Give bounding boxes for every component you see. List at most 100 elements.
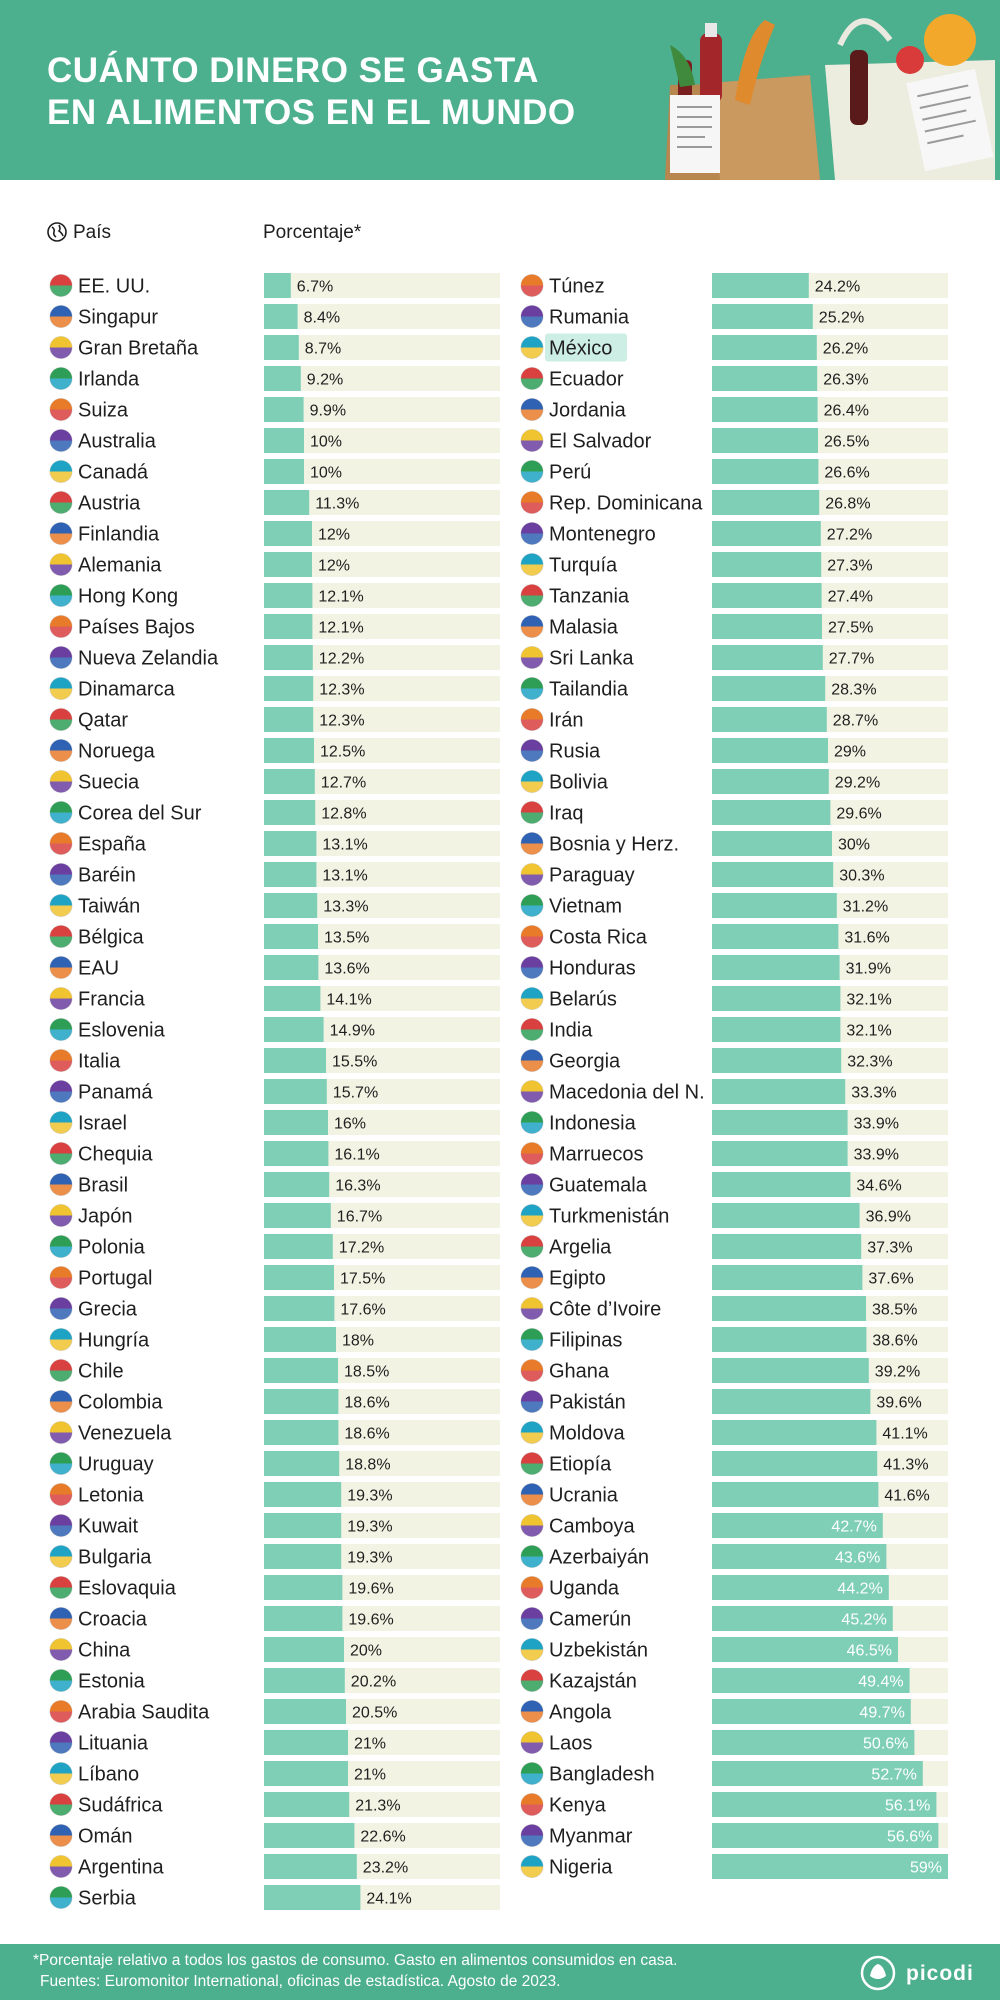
value-bar	[264, 1761, 348, 1786]
country-label: Polonia	[78, 1237, 146, 1259]
country-header-label: País	[73, 222, 112, 243]
country-row: España 13.1%	[49, 831, 500, 856]
country-flag-icon	[520, 1018, 544, 1041]
country-flag-icon	[520, 522, 544, 545]
value-bar	[264, 862, 317, 887]
country-flag-icon	[520, 1638, 544, 1661]
brand-logo: picodi	[858, 1954, 988, 1992]
value-label: 46.5%	[847, 1643, 892, 1660]
value-label: 39.2%	[875, 1364, 920, 1381]
country-flag-icon	[49, 1359, 73, 1382]
value-label: 16.7%	[337, 1209, 382, 1226]
country-label: Chile	[78, 1361, 124, 1383]
country-row: EE. UU. 6.7%	[49, 273, 500, 298]
value-bar	[264, 366, 301, 391]
value-label: 12.5%	[320, 744, 365, 761]
country-flag-icon	[520, 398, 544, 421]
country-flag-icon	[520, 832, 544, 855]
value-label: 10%	[310, 434, 342, 451]
country-flag-icon	[49, 460, 73, 483]
value-bar	[712, 893, 837, 918]
country-flag-icon	[49, 1173, 73, 1196]
value-bar	[712, 397, 818, 422]
value-label: 6.7%	[297, 279, 333, 296]
country-flag-icon	[520, 491, 544, 514]
country-row: Georgia 32.3%	[520, 1048, 948, 1073]
country-label: Ecuador	[549, 369, 624, 391]
country-row: Canadá 10%	[49, 459, 500, 484]
country-row: Eslovaquia 19.6%	[49, 1575, 500, 1600]
value-bar	[712, 490, 820, 515]
value-label: 27.3%	[827, 558, 872, 575]
country-row: Irlanda 9.2%	[49, 366, 500, 391]
country-label: Bolivia	[549, 772, 609, 794]
country-row: Sudáfrica 21.3%	[49, 1792, 500, 1817]
country-row: Uganda 44.2%	[520, 1575, 948, 1600]
country-row: Camboya 42.7%	[520, 1513, 948, 1538]
value-bar	[264, 1544, 342, 1569]
value-label: 44.2%	[837, 1581, 882, 1598]
country-label: Macedonia del N.	[549, 1082, 705, 1104]
country-flag-icon	[49, 398, 73, 421]
value-bar	[712, 676, 826, 701]
value-bar	[264, 1823, 355, 1848]
value-bar	[264, 707, 314, 732]
country-row: Letonia 19.3%	[49, 1482, 500, 1507]
value-bar	[264, 335, 299, 360]
country-row: Pakistán 39.6%	[520, 1389, 948, 1414]
value-bar	[712, 366, 818, 391]
bar-track	[264, 304, 500, 329]
value-bar	[264, 1854, 357, 1879]
country-label: Paraguay	[549, 865, 635, 887]
value-bar	[712, 800, 831, 825]
value-bar	[712, 986, 841, 1011]
country-flag-icon	[520, 1576, 544, 1599]
value-label: 32.3%	[847, 1054, 892, 1071]
country-row: Chequia 16.1%	[49, 1141, 500, 1166]
country-row: Bulgaria 19.3%	[49, 1544, 500, 1569]
country-label: México	[549, 338, 612, 360]
country-label: Colombia	[78, 1392, 163, 1414]
country-label: Eslovenia	[78, 1020, 166, 1042]
country-label: Argelia	[549, 1237, 612, 1259]
country-label: Ucrania	[549, 1485, 619, 1507]
value-bar	[712, 1451, 878, 1476]
country-flag-icon	[520, 1173, 544, 1196]
country-label: Bélgica	[78, 927, 144, 949]
value-label: 10%	[310, 465, 342, 482]
country-row: Arabia Saudita 20.5%	[49, 1699, 500, 1724]
country-label: Azerbaiyán	[549, 1547, 649, 1569]
value-label: 19.3%	[347, 1550, 392, 1567]
value-bar	[264, 1234, 333, 1259]
country-label: Portugal	[78, 1268, 153, 1290]
country-label: Rumania	[549, 307, 630, 329]
country-row: Belarús 32.1%	[520, 986, 948, 1011]
value-label: 20.2%	[351, 1674, 396, 1691]
value-label: 13.3%	[323, 899, 368, 916]
value-label: 19.6%	[348, 1581, 393, 1598]
country-row: Rumania 25.2%	[520, 304, 948, 329]
value-bar	[264, 1699, 346, 1724]
value-label: 12.3%	[319, 713, 364, 730]
country-flag-icon	[49, 1855, 73, 1878]
country-label: Turkmenistán	[549, 1206, 669, 1228]
value-bar	[712, 1389, 871, 1414]
country-row: Tanzania 27.4%	[520, 583, 948, 608]
value-bar	[264, 1389, 339, 1414]
country-row: Nueva Zelandia 12.2%	[49, 645, 500, 670]
country-row: Finlandia 12%	[49, 521, 500, 546]
value-bar	[264, 893, 318, 918]
value-bar	[264, 552, 312, 577]
country-flag-icon	[520, 677, 544, 700]
value-bar	[264, 738, 314, 763]
country-flag-icon	[520, 987, 544, 1010]
country-flag-icon	[49, 863, 73, 886]
country-row: Noruega 12.5%	[49, 738, 500, 763]
value-bar	[712, 924, 839, 949]
country-flag-icon	[520, 956, 544, 979]
country-label: Grecia	[78, 1299, 138, 1321]
country-row: Camerún 45.2%	[520, 1606, 948, 1631]
country-label: Camboya	[549, 1516, 635, 1538]
country-label: Túnez	[549, 276, 605, 298]
country-row: Venezuela 18.6%	[49, 1420, 500, 1445]
